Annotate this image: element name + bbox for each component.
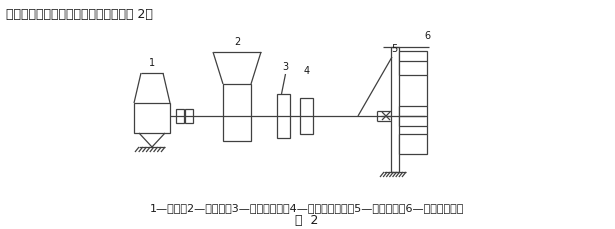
Bar — [399, 51, 427, 75]
Text: 1—电机；2—激震器；3—转矩传感器；4—角位移传感器；5—夹紧机构；6—离合器从动盘: 1—电机；2—激震器；3—转矩传感器；4—角位移传感器；5—夹紧机构；6—离合器… — [150, 203, 464, 213]
Text: 图  2: 图 2 — [295, 213, 319, 226]
Text: 离合器从动盘总成减震器试验台，见图 2。: 离合器从动盘总成减震器试验台，见图 2。 — [6, 8, 153, 21]
Text: 2: 2 — [234, 37, 240, 47]
Bar — [399, 106, 427, 126]
Bar — [300, 98, 313, 134]
Bar — [399, 134, 427, 154]
Bar — [277, 94, 290, 138]
Bar — [391, 47, 399, 172]
Text: 1: 1 — [149, 58, 155, 68]
Bar — [176, 109, 184, 123]
Bar — [185, 109, 193, 123]
Text: 4: 4 — [303, 66, 309, 76]
Bar — [134, 103, 170, 133]
Bar — [223, 84, 251, 141]
Text: 3: 3 — [282, 62, 288, 72]
Text: 6: 6 — [424, 31, 430, 41]
Text: 5: 5 — [391, 44, 397, 54]
